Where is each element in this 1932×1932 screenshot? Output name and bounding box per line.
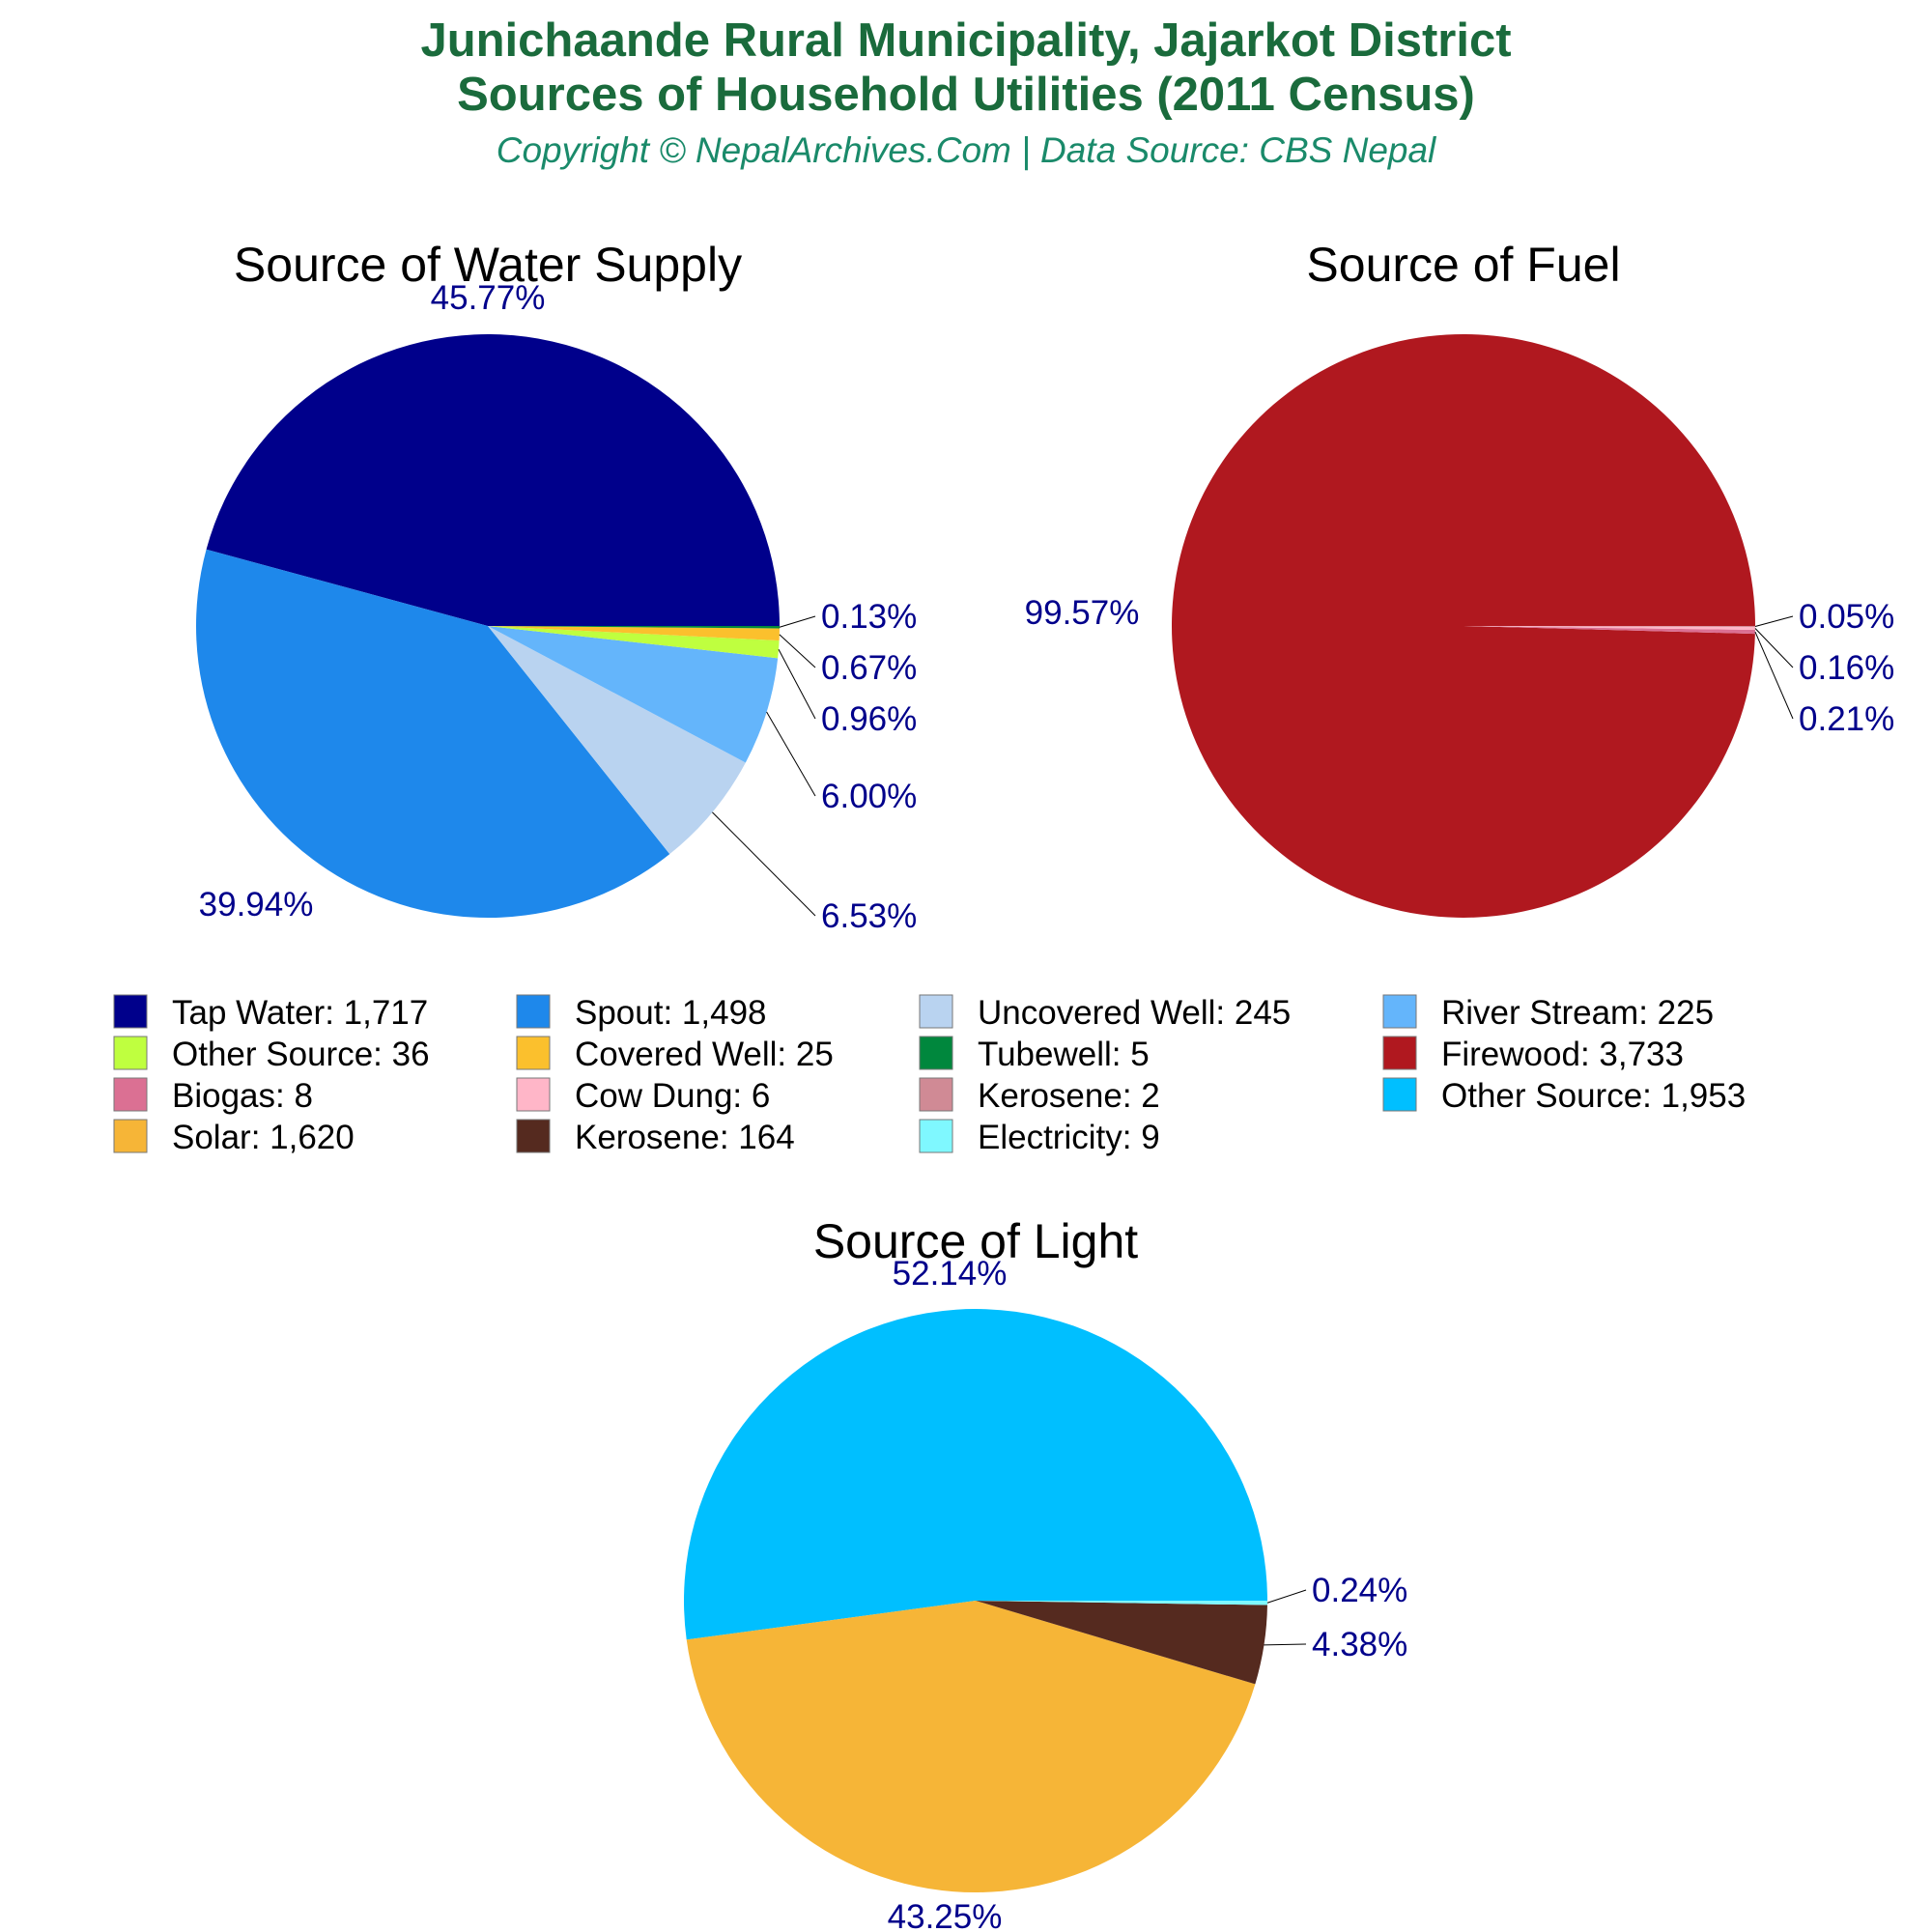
pie-slice-biogas <box>1463 626 1755 635</box>
percent-label: 4.38% <box>1312 1626 1407 1663</box>
percent-label: 0.13% <box>821 598 917 636</box>
legend-item: Other Source: 36 <box>113 1036 430 1073</box>
legend-item: Firewood: 3,733 <box>1382 1036 1684 1073</box>
legend-swatch <box>1382 994 1417 1029</box>
legend-swatch <box>113 1036 148 1070</box>
percent-label: 52.14% <box>893 1255 1008 1293</box>
pie-slice-kerosene <box>1463 626 1756 628</box>
legend-item: Spout: 1,498 <box>516 994 767 1032</box>
label-leader-line <box>1264 1643 1307 1646</box>
legend-label: Cow Dung: 6 <box>575 1077 770 1115</box>
percent-label: 0.05% <box>1799 598 1894 636</box>
label-leader-line <box>766 711 816 797</box>
percent-label: 39.94% <box>199 886 314 923</box>
legend-label: Kerosene: 164 <box>575 1119 795 1156</box>
label-leader-line <box>1754 615 1794 627</box>
percent-label: 0.24% <box>1312 1572 1407 1609</box>
legend-swatch <box>516 1077 551 1112</box>
legend-item: Solar: 1,620 <box>113 1119 355 1156</box>
legend-item: Other Source: 1,953 <box>1382 1077 1746 1115</box>
legend-label: Tap Water: 1,717 <box>172 994 428 1032</box>
legend-swatch <box>919 1119 953 1153</box>
legend-swatch <box>516 1119 551 1153</box>
legend-label: Firewood: 3,733 <box>1441 1036 1684 1073</box>
legend-item: Covered Well: 25 <box>516 1036 834 1073</box>
pie-title: Source of Water Supply <box>234 238 742 292</box>
pie-title: Source of Light <box>813 1214 1138 1268</box>
pie-slice-other-source <box>683 1309 1267 1640</box>
percent-label: 0.16% <box>1799 649 1894 687</box>
legend-label: Other Source: 1,953 <box>1441 1077 1746 1115</box>
pie-slice-tap-water <box>206 333 780 626</box>
legend-label: Other Source: 36 <box>172 1036 430 1073</box>
percent-label: 6.53% <box>821 897 917 935</box>
label-leader-line <box>779 634 816 668</box>
percent-label: 43.25% <box>888 1898 1003 1932</box>
pie-slice-uncovered-well <box>488 626 746 855</box>
legend: Tap Water: 1,717 Spout: 1,498 Uncovered We… <box>113 994 1746 1156</box>
legend-label: Covered Well: 25 <box>575 1036 834 1073</box>
legend-label: Kerosene: 2 <box>978 1077 1160 1115</box>
percent-label: 6.00% <box>821 778 917 815</box>
legend-item: Cow Dung: 6 <box>516 1077 770 1115</box>
percent-label: 0.96% <box>821 700 917 738</box>
legend-item: Tubewell: 5 <box>919 1036 1150 1073</box>
legend-swatch <box>919 1036 953 1070</box>
percent-label: 0.67% <box>821 649 917 687</box>
pie-slice-tubewell <box>488 626 780 629</box>
legend-label: Solar: 1,620 <box>172 1119 355 1156</box>
pie-slice-cow-dung <box>1463 626 1755 631</box>
label-leader-line <box>1266 1589 1307 1604</box>
legend-item: River Stream: 225 <box>1382 994 1714 1032</box>
legend-item: Kerosene: 164 <box>516 1119 795 1156</box>
legend-swatch <box>113 1077 148 1112</box>
legend-label: Spout: 1,498 <box>575 994 767 1032</box>
legend-item: Electricity: 9 <box>919 1119 1160 1156</box>
legend-swatch <box>919 1077 953 1112</box>
percent-label: 99.57% <box>1025 594 1140 632</box>
legend-label: Biogas: 8 <box>172 1077 313 1115</box>
legend-label: Electricity: 9 <box>978 1119 1160 1156</box>
copyright-subtitle: Copyright © NepalArchives.Com | Data Sou… <box>497 130 1437 170</box>
pie-slice-river-stream <box>488 626 779 763</box>
legend-item: Uncovered Well: 245 <box>919 994 1291 1032</box>
legend-swatch <box>1382 1036 1417 1070</box>
legend-label: Tubewell: 5 <box>978 1036 1150 1073</box>
label-leader-line <box>1754 628 1794 668</box>
legend-swatch <box>113 994 148 1029</box>
pie-slice-solar <box>686 1601 1256 1893</box>
legend-swatch <box>1382 1077 1417 1112</box>
legend-item: Tap Water: 1,717 <box>113 994 428 1032</box>
pie-slice-firewood <box>1172 333 1755 918</box>
main-title-line1: Junichaande Rural Municipality, Jajarkot… <box>420 14 1511 67</box>
label-leader-line <box>712 811 816 917</box>
pie-title: Source of Fuel <box>1306 238 1620 292</box>
label-leader-line <box>1754 631 1794 720</box>
percent-label: 45.77% <box>431 279 546 317</box>
percent-label: 0.21% <box>1799 700 1894 738</box>
fuel-pie: Source of Fuel 99.57% 0.21% 0.16% 0.05% <box>1025 238 1894 918</box>
legend-label: River Stream: 225 <box>1441 994 1714 1032</box>
legend-item: Biogas: 8 <box>113 1077 313 1115</box>
legend-swatch <box>919 994 953 1029</box>
label-leader-line <box>778 649 816 720</box>
pie-slice-covered-well <box>488 626 780 641</box>
main-title-line2: Sources of Household Utilities (2011 Cen… <box>457 69 1475 121</box>
pie-slice-kerosene <box>976 1601 1267 1685</box>
legend-item: Kerosene: 2 <box>919 1077 1160 1115</box>
legend-swatch <box>113 1119 148 1153</box>
legend-label: Uncovered Well: 245 <box>978 994 1291 1032</box>
pie-slice-other-source <box>488 626 780 659</box>
pie-slice-spout <box>195 549 670 919</box>
legend-swatch <box>516 994 551 1029</box>
label-leader-line <box>779 615 816 628</box>
pie-slice-electricity <box>976 1601 1268 1605</box>
legend-swatch <box>516 1036 551 1070</box>
